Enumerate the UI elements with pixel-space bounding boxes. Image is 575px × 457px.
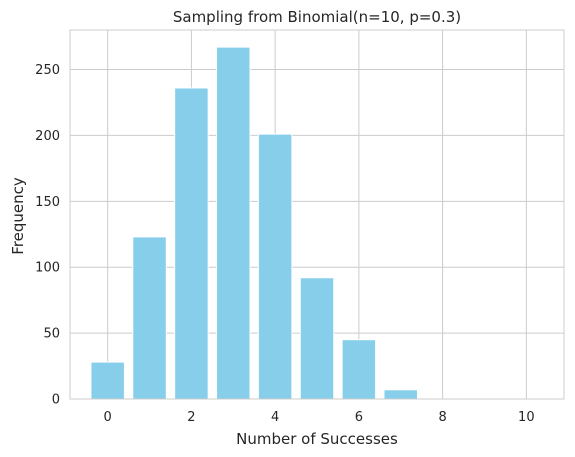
y-tick-label: 50: [43, 327, 60, 342]
bar-2: [174, 87, 209, 400]
plot-frame: [69, 29, 565, 400]
chart-title: Sampling from Binomial(n=10, p=0.3): [173, 8, 461, 26]
x-tick-label: 6: [355, 410, 363, 425]
axes-border: [69, 29, 565, 400]
x-tick-label: 4: [271, 410, 279, 425]
bar-6: [341, 339, 377, 400]
bar-3: [216, 46, 251, 400]
bar-0: [90, 361, 125, 400]
x-tick-labels: 0 2 4 6 8 10: [104, 410, 535, 425]
y-tick-labels: 0 50 100 150 200 250: [35, 63, 60, 407]
bar-4: [257, 133, 293, 400]
y-axis-label: Frequency: [9, 177, 27, 255]
x-tick-label: 2: [187, 410, 195, 425]
x-tick-label: 0: [104, 410, 112, 425]
bars: [90, 46, 418, 400]
x-axis-label: Number of Successes: [236, 430, 398, 448]
y-tick-label: 150: [35, 195, 60, 210]
y-tick-label: 100: [35, 261, 60, 276]
x-tick-label: 10: [518, 410, 535, 425]
y-tick-label: 250: [35, 63, 60, 78]
bar-5: [299, 277, 335, 400]
y-tick-label: 200: [35, 129, 60, 144]
x-tick-label: 8: [438, 410, 446, 425]
bar-1: [132, 236, 167, 400]
bar-7: [383, 389, 418, 400]
y-tick-label: 0: [52, 393, 60, 408]
